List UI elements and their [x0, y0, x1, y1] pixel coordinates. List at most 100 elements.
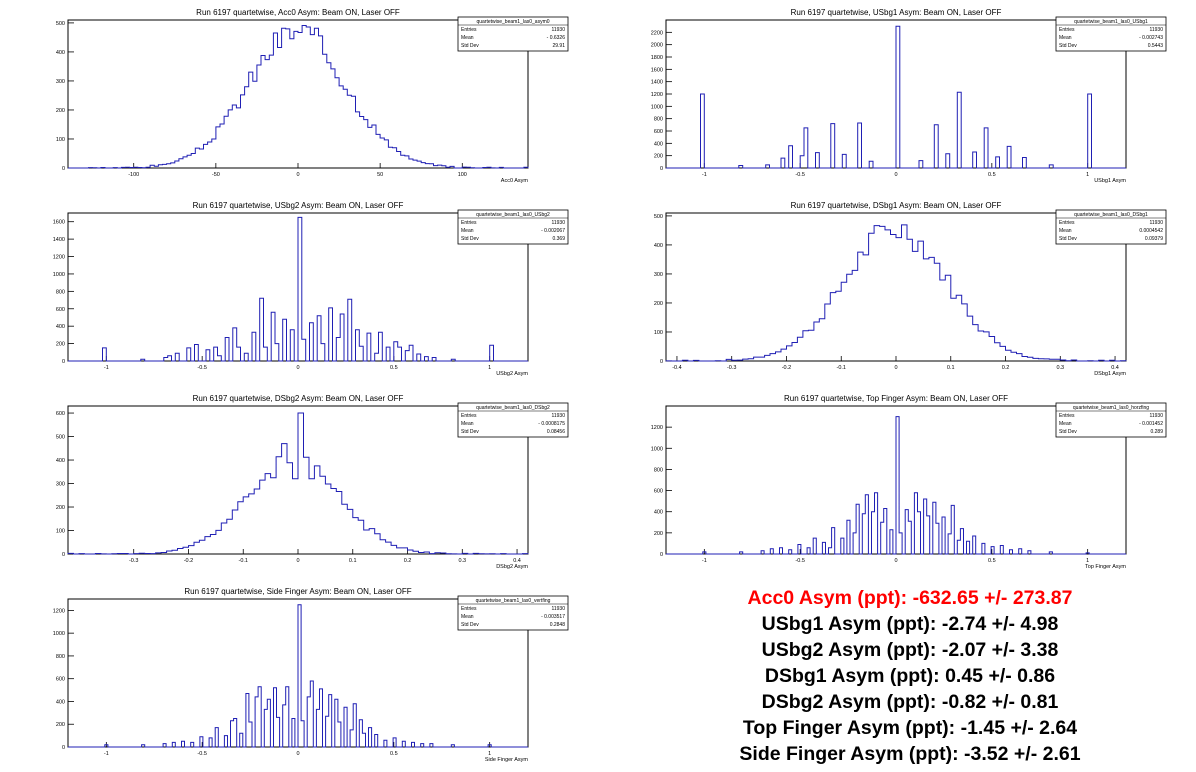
x-tick-label: -0.1: [238, 558, 247, 564]
stats-row-value: 0.5443: [1148, 43, 1164, 49]
y-tick-label: 600: [56, 307, 65, 313]
histogram-outline: [68, 216, 528, 362]
x-tick-label: -0.1: [836, 365, 845, 371]
x-tick-label: -100: [128, 172, 139, 178]
stats-row-value: 11930: [1149, 220, 1163, 226]
y-tick-label: 400: [56, 50, 65, 56]
y-tick-label: 500: [56, 435, 65, 441]
stats-row-label: Std Dev: [461, 236, 479, 242]
y-tick-label: 500: [56, 21, 65, 27]
y-tick-label: 800: [56, 289, 65, 295]
stats-row-label: Entries: [461, 606, 477, 612]
y-tick-label: 400: [654, 141, 663, 147]
stats-box-frame: [1055, 16, 1167, 52]
x-tick-label: 0: [894, 558, 897, 564]
stats-row-label: Mean: [1059, 421, 1072, 427]
y-tick-label: 200: [56, 722, 65, 728]
stats-box: quartetwise_beam1_las0_DSbg1 Entries 11930…: [1055, 209, 1167, 245]
y-tick-label: 0: [660, 359, 663, 365]
x-tick-label: 0.4: [1111, 365, 1119, 371]
stats-row-value: - 0.002067: [541, 228, 565, 234]
y-tick-label: 0: [62, 745, 65, 751]
x-tick-label: 0.5: [988, 558, 996, 564]
stats-row-label: Mean: [461, 421, 474, 427]
stats-row-label: Entries: [1059, 27, 1075, 33]
x-tick-label: 1: [1086, 172, 1089, 178]
summary-line-side-finger: Side Finger Asym (ppt): -3.52 +/- 2.61: [739, 743, 1081, 765]
stats-row-label: Std Dev: [1059, 236, 1077, 242]
histogram-panel-usbg2: Run 6197 quartetwise, USbg2 Asym: Beam O…: [0, 193, 598, 386]
x-tick-label: 1: [1086, 558, 1089, 564]
summary-line-usbg1: USbg1 Asym (ppt): -2.74 +/- 4.98: [761, 613, 1059, 635]
stats-row-value: 11930: [551, 220, 565, 226]
y-tick-label: 1000: [651, 104, 663, 110]
histogram-panel-usbg1: Run 6197 quartetwise, USbg1 Asym: Beam O…: [598, 0, 1196, 193]
x-tick-label: -0.4: [672, 365, 681, 371]
x-tick-label: -0.5: [197, 751, 206, 757]
y-tick-label: 100: [654, 330, 663, 336]
x-tick-label: -1: [702, 558, 707, 564]
x-tick-label: -1: [104, 751, 109, 757]
histogram-panel-side-finger: Run 6197 quartetwise, Side Finger Asym: …: [0, 579, 598, 772]
stats-row-label: Std Dev: [1059, 429, 1077, 435]
stats-box: quartetwise_beam1_las0_vertfing Entries 11…: [457, 595, 569, 631]
y-tick-label: 200: [654, 301, 663, 307]
stats-row-label: Std Dev: [461, 43, 479, 49]
y-tick-label: 1000: [53, 631, 65, 637]
histogram-outline: [67, 412, 529, 555]
stats-box: quartetwise_beam1_las0_USbg1 Entries 11930…: [1055, 16, 1167, 52]
x-tick-label: -0.5: [197, 365, 206, 371]
histogram-outline: [68, 25, 529, 169]
stats-row-value: - 0.0008175: [538, 421, 565, 427]
y-tick-label: 400: [654, 510, 663, 516]
x-tick-label: 0.4: [513, 558, 521, 564]
x-tick-label: 0.5: [390, 751, 398, 757]
stats-box-name: quartetwise_beam1_las0_USbg1: [1074, 19, 1148, 25]
x-axis-label: Acc0 Asym: [501, 178, 529, 184]
y-tick-label: 1400: [53, 237, 65, 243]
x-tick-label: 0.3: [1056, 365, 1064, 371]
stats-box: quartetwise_beam1_las0_DSbg2 Entries 11930…: [457, 402, 569, 438]
stats-row-label: Mean: [461, 228, 474, 234]
x-tick-label: 50: [377, 172, 383, 178]
y-tick-label: 300: [654, 272, 663, 278]
histogram-svg: Run 6197 quartetwise, Side Finger Asym: …: [53, 587, 569, 763]
x-axis-label: Side Finger Asym: [485, 757, 529, 763]
y-tick-label: 400: [56, 458, 65, 464]
y-tick-label: 200: [654, 154, 663, 160]
x-tick-label: 0: [296, 172, 299, 178]
y-tick-label: 0: [62, 166, 65, 172]
y-tick-label: 200: [56, 342, 65, 348]
x-tick-label: 0.1: [349, 558, 357, 564]
x-tick-label: 1: [488, 365, 491, 371]
y-tick-label: 1200: [651, 425, 663, 431]
stats-row-value: 11930: [551, 27, 565, 33]
stats-box-name: quartetwise_beam1_las0_USbg2: [476, 212, 550, 218]
stats-box-name: quartetwise_beam1_las0_horzfing: [1073, 405, 1149, 411]
stats-row-label: Entries: [461, 413, 477, 419]
y-tick-label: 400: [56, 324, 65, 330]
stats-row-label: Entries: [461, 27, 477, 33]
stats-row-value: - 0.6326: [547, 35, 566, 41]
stats-row-value: 11930: [551, 413, 565, 419]
stats-row-label: Std Dev: [461, 622, 479, 628]
chart-title: Run 6197 quartetwise, DSbg2 Asym: Beam O…: [193, 394, 404, 403]
y-tick-label: 0: [660, 166, 663, 172]
x-tick-label: -0.5: [795, 172, 804, 178]
chart-title: Run 6197 quartetwise, Acc0 Asym: Beam ON…: [196, 8, 400, 17]
stats-box-name: quartetwise_beam1_las0_vertfing: [476, 598, 551, 604]
stats-row-value: 0.08456: [547, 429, 565, 435]
stats-row-value: 11930: [551, 606, 565, 612]
y-tick-label: 800: [56, 654, 65, 660]
x-tick-label: -0.3: [727, 365, 736, 371]
histogram-svg: Run 6197 quartetwise, Acc0 Asym: Beam ON…: [56, 8, 569, 184]
summary-line-acc0: Acc0 Asym (ppt): -632.65 +/- 273.87: [747, 587, 1073, 609]
stats-box-name: quartetwise_beam1_las0_DSbg2: [476, 405, 550, 411]
x-tick-label: 0.2: [404, 558, 412, 564]
y-tick-label: 0: [660, 552, 663, 558]
y-tick-label: 600: [654, 489, 663, 495]
stats-row-label: Std Dev: [461, 429, 479, 435]
histogram-panel-dsbg1: Run 6197 quartetwise, DSbg1 Asym: Beam O…: [598, 193, 1196, 386]
histogram-panel-top-finger: Run 6197 quartetwise, Top Finger Asym: B…: [598, 386, 1196, 579]
y-tick-label: 200: [654, 531, 663, 537]
